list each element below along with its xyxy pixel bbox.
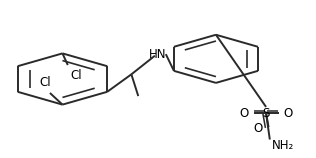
Text: S: S (262, 107, 270, 120)
Text: HN: HN (149, 48, 167, 61)
Text: Cl: Cl (70, 69, 82, 82)
Text: O: O (240, 107, 249, 120)
Text: O: O (283, 107, 293, 120)
Text: O: O (254, 122, 263, 135)
Text: NH₂: NH₂ (272, 139, 294, 152)
Text: Cl: Cl (40, 76, 51, 89)
